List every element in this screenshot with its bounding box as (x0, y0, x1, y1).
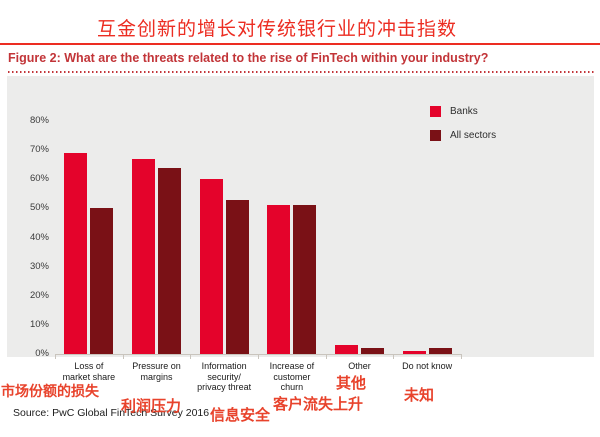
y-tick-label-80: 80% (29, 115, 49, 126)
annotation-4: 其他 (336, 375, 367, 392)
bar-group-1 (123, 158, 191, 354)
bar-all-sectors-0 (90, 208, 114, 354)
legend-label: All sectors (450, 130, 497, 141)
bar-all-sectors-1 (157, 167, 181, 354)
figure-title: Figure 2: What are the threats related t… (8, 51, 489, 65)
bar-all-sectors-4 (360, 348, 384, 354)
y-tick-label-0: 0% (35, 348, 49, 359)
x-axis-line (55, 354, 462, 355)
y-tick-label-50: 50% (29, 202, 49, 214)
y-tick-label-60: 60% (29, 173, 49, 185)
annotation-5: 未知 (404, 387, 435, 404)
x-category-label-2: Information security/ privacy threat (197, 361, 252, 392)
bar-banks-2 (199, 179, 223, 354)
y-tick-label-10: 10% (29, 318, 49, 330)
title-underline (0, 43, 600, 45)
y-tick-label-40: 40% (29, 231, 49, 243)
y-tick-label-30: 30% (29, 260, 49, 272)
annotation-1: 利润压力 (121, 398, 182, 415)
plot-area (55, 76, 462, 359)
bar-all-sectors-3 (293, 205, 317, 354)
dotted-divider (8, 71, 594, 73)
bar-banks-1 (131, 158, 155, 354)
legend-label: Banks (450, 106, 478, 117)
x-category-label-0: Loss of market share (62, 361, 116, 382)
bar-group-2 (190, 179, 258, 354)
page-title: 互金创新的增长对传统银行业的冲击指数 (97, 19, 458, 40)
y-tick-label-20: 20% (29, 289, 49, 301)
x-axis-tick (325, 355, 327, 359)
x-axis-tick (461, 355, 462, 359)
annotation-2: 信息安全 (210, 407, 271, 424)
x-category-label-4: Other (348, 361, 371, 371)
bar-group-0 (55, 153, 123, 354)
x-axis-tick (190, 355, 192, 359)
annotation-3: 客户流失上升 (273, 396, 364, 413)
legend: Banks All sectors (430, 106, 496, 154)
bar-banks-0 (64, 153, 88, 354)
y-tick-label-70: 70% (29, 144, 49, 156)
bar-all-sectors-5 (428, 348, 452, 354)
legend-swatch-icon (430, 130, 441, 141)
bar-group-3 (258, 205, 326, 354)
annotation-0: 市场份额的损失 (1, 383, 99, 399)
bar-all-sectors-2 (225, 199, 249, 354)
legend-item-banks: Banks (430, 106, 496, 117)
legend-item-all-sectors: All sectors (430, 130, 496, 141)
x-axis-tick (258, 355, 259, 359)
bar-group-4 (326, 345, 394, 354)
bar-banks-4 (334, 345, 358, 354)
x-axis-tick (55, 355, 56, 359)
bar-banks-5 (402, 351, 426, 354)
legend-swatch-icon (430, 106, 441, 117)
x-category-label-5: Do not know (402, 361, 453, 371)
source-note: Source: PwC Global FinTech Survey 2016 (13, 407, 210, 419)
chart-panel: 80% 70% 60% 50% 40% 30% 20% 10% 0% Banks All sect… (7, 76, 594, 359)
bar-banks-3 (267, 205, 291, 354)
x-category-label-1: Pressure on margins (132, 361, 181, 382)
x-axis-tick (393, 355, 395, 359)
x-category-label-3: Increase of customer churn (269, 361, 315, 392)
x-axis-tick (122, 355, 124, 359)
bar-group-5 (393, 348, 461, 354)
